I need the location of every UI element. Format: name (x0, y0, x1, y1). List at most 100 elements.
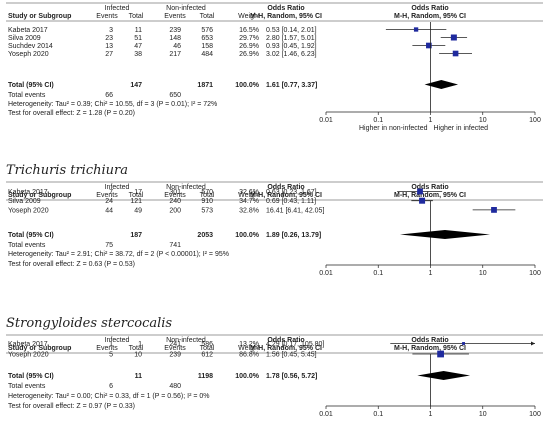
panel2-total-ci-text: 1.89 [0.26, 13.79] (266, 232, 321, 239)
panel2-header-or-title: Odds Ratio (267, 184, 304, 191)
panel2-total-n-infected: 187 (130, 232, 142, 239)
panel1-heterogeneity: Heterogeneity: Tau² = 0.39; Chi² = 10.55… (8, 101, 217, 108)
panel1-row-3-weight: 26.9% (239, 43, 259, 50)
panel2-row-2-total-noninfected: 910 (201, 198, 213, 205)
panel1-header-weight: Weight (238, 13, 260, 20)
panel1-header-infected: Infected (105, 5, 130, 12)
panel2-row-3-study-name: Yoseph 2020 (8, 207, 49, 214)
panel3-row-2-ci-text: 1.56 [0.45, 5.45] (266, 352, 317, 359)
panel1-row-1-total-infected: 11 (135, 27, 142, 34)
panel1-header-total-2: Total (200, 13, 215, 20)
panel2-events-noninfected: 741 (169, 242, 181, 249)
panel3-row-2-total-noninfected: 612 (201, 352, 213, 359)
panel1-row-2-ci-text: 2.80 [1.57, 5.01] (266, 35, 317, 42)
panel1-row-4-events-noninfected: 217 (169, 51, 181, 58)
panel2-row-2-events-infected: 24 (105, 198, 113, 205)
panel1-total-n-noninfected: 1871 (197, 82, 213, 89)
panel1-row-1-total-noninfected: 576 (201, 27, 213, 34)
panel1-total-label: Total (95% CI) (8, 82, 54, 89)
panel1-row-4-point-square (452, 50, 459, 57)
panel3-header-infected: Infected (105, 337, 130, 344)
panel1-row-3-study-name: Suchdev 2014 (8, 43, 53, 50)
panel2-row-3-point-square (491, 207, 497, 213)
panel1-total-n-infected: 147 (130, 82, 142, 89)
panel2-row-1-total-infected: 17 (134, 189, 142, 196)
panel3-total-n-noninfected: 1198 (198, 373, 213, 380)
panel1-header-study: Study or Subgroup (8, 13, 71, 20)
panel1-pooled-diamond (424, 80, 459, 89)
panel2-row-2-study-name: Silva 2009 (8, 198, 41, 205)
panel2-row-1-study-name: Kabeta 2017 (8, 189, 48, 196)
panel2-header-total-1: Total (129, 192, 144, 199)
panel3-total-weight: 100.0% (235, 373, 260, 380)
panel2-tick-label-3: 1 (429, 270, 433, 277)
panel1-tick-label-3: 1 (429, 117, 433, 124)
panel2-tick-label-5: 100 (529, 270, 541, 277)
panel1-row-1-ci-text: 0.53 [0.14, 2.01] (266, 27, 317, 34)
panel1-row-4-events-infected: 27 (105, 51, 113, 58)
panel1-header-or-title-plot: Odds Ratio (411, 5, 448, 12)
panel2-row-1-weight: 32.6% (239, 189, 259, 196)
panel2-row-2-ci-text: 0.69 [0.43, 1.11] (266, 198, 316, 205)
panel1-header-or-method-plot: M-H, Random, 95% CI (394, 13, 466, 20)
panel1-header-or-method: M-H, Random, 95% CI (250, 13, 322, 20)
panel3-header-total-2: Total (200, 345, 215, 352)
panel1-row-2-total-infected: 51 (134, 35, 142, 42)
panel1-row-1-events-noninfected: 239 (169, 27, 181, 34)
panel3-total-n-infected: 11 (135, 373, 143, 380)
panel3-tick-label-1: 0.01 (319, 411, 333, 418)
panel1-favours-left: Higher in non-infected (359, 125, 428, 132)
panel2-header-weight: Weight (238, 192, 260, 199)
panel2-header-events-2: Events (164, 192, 186, 199)
panel1-row-1-events-infected: 3 (109, 27, 113, 34)
panel1-header-events-1: Events (96, 13, 118, 20)
panel2-row-1-point-square (417, 188, 423, 195)
panel2-header-total-2: Total (200, 192, 215, 199)
panel3-total-ci-text: 1.78 [0.56, 5.72] (266, 373, 317, 380)
panel2-header-or-method-plot: M-H, Random, 95% CI (394, 192, 466, 199)
panel1-row-2-weight: 29.7% (239, 35, 259, 42)
panel3-header-events-2: Events (164, 345, 186, 352)
panel3-total-label: Total (95% CI) (8, 373, 54, 380)
panel3-row-1-study-name: Kabeta 2017 (8, 341, 48, 348)
panel3-row-1-ci-text: 4.29 [0.17, 105.80] (266, 341, 324, 348)
panel3-tick-label-4: 10 (479, 411, 487, 418)
panel1-row-3-events-noninfected: 46 (173, 43, 181, 50)
panel2-row-3-total-noninfected: 573 (201, 207, 213, 214)
panel1-row-2-total-noninfected: 653 (201, 35, 213, 42)
panel2-header-infected: Infected (105, 184, 130, 191)
panel3-row-1-ci-arrow (531, 341, 535, 346)
panel2-row-3-events-infected: 44 (105, 207, 113, 214)
panel3-header-events-1: Events (96, 345, 118, 352)
panel1-row-4-ci-text: 3.02 [1.46, 6.23] (266, 51, 317, 58)
panel3-header-or-method-plot: M-H, Random, 95% CI (394, 345, 466, 352)
panel2-tick-label-4: 10 (479, 270, 487, 277)
panel3-row-2-study-name: Yoseph 2020 (8, 352, 49, 359)
panel1-header-noninfected: Non-infected (166, 5, 206, 12)
panel2-header-study: Study or Subgroup (8, 192, 71, 199)
panel3-row-1-total-infected: 1 (138, 341, 142, 348)
panel1-row-2-events-infected: 23 (105, 35, 113, 42)
panel3-header-or-method: M-H, Random, 95% CI (250, 345, 322, 352)
panel1-events-infected: 66 (105, 92, 113, 99)
panel3-header-noninfected: Non-infected (166, 337, 206, 344)
panel1-tick-label-5: 100 (529, 117, 541, 124)
panel2-header-noninfected: Non-infected (166, 184, 206, 191)
panel2-total-label: Total (95% CI) (8, 232, 54, 239)
panel1-row-3-total-noninfected: 158 (201, 43, 213, 50)
panel3-tick-label-3: 1 (429, 411, 433, 418)
panel1-row-4-total-infected: 38 (134, 51, 142, 58)
panel1-events-label: Total events (8, 92, 46, 99)
panel2-row-3-events-noninfected: 200 (169, 207, 181, 214)
panel2-title: Trichuris trichiura (6, 163, 128, 178)
panel1-overall-test: Test for overall effect: Z = 1.28 (P = 0… (8, 110, 135, 117)
panel1-tick-label-4: 10 (479, 117, 487, 124)
panel2-events-label: Total events (8, 242, 46, 249)
panel3-events-label: Total events (8, 383, 46, 390)
panel3-row-2-point-square (437, 350, 444, 358)
panel2-row-3-ci-text: 16.41 [6.41, 42.05] (266, 207, 324, 214)
panel1-row-1-weight: 16.5% (239, 27, 259, 34)
panel3-heterogeneity: Heterogeneity: Tau² = 0.00; Chi² = 0.33,… (8, 393, 210, 400)
panel2-pooled-diamond (399, 230, 491, 239)
panel2-row-3-weight: 32.8% (239, 207, 259, 214)
